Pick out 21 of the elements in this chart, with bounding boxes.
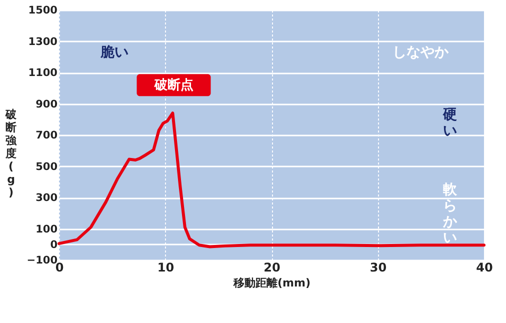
y-tick-label: 500 bbox=[36, 160, 58, 173]
x-tick-label: 10 bbox=[157, 260, 174, 274]
annotation: 破断点 bbox=[153, 77, 194, 94]
annotation: 脆い bbox=[99, 44, 128, 60]
y-tick-label: 300 bbox=[36, 192, 58, 204]
x-tick-label: 20 bbox=[264, 260, 280, 274]
y-tick-label: 100 bbox=[36, 223, 58, 236]
y-tick-label: 700 bbox=[36, 130, 58, 142]
x-tick-label: 30 bbox=[370, 260, 387, 274]
y-tick-label: 1100 bbox=[28, 67, 58, 79]
annotation: 硬い bbox=[442, 107, 457, 139]
x-axis-title: 移動距離(mm) bbox=[232, 276, 310, 290]
y-tick-label: −100 bbox=[26, 254, 58, 266]
annotation: しなやか bbox=[392, 44, 450, 60]
y-tick-label: 1300 bbox=[28, 36, 58, 48]
x-tick-label: 40 bbox=[476, 260, 493, 274]
y-axis-title: 破断強度(g) bbox=[4, 108, 18, 199]
annotation: 軟らかい bbox=[442, 182, 458, 246]
y-tick-label: 900 bbox=[36, 98, 58, 110]
y-tick-label: 0 bbox=[50, 238, 58, 251]
y-tick-label: 1500 bbox=[28, 4, 58, 16]
